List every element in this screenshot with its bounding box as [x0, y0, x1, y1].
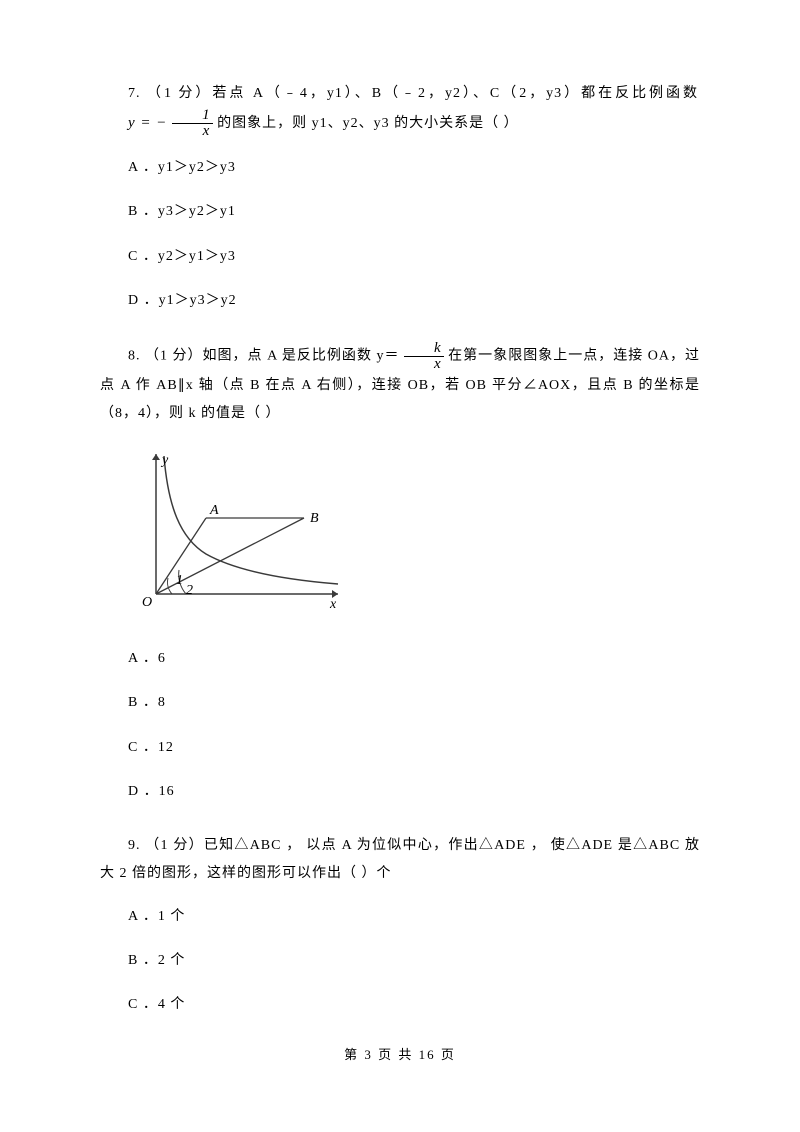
q7-eq-lhs: y =	[128, 115, 152, 131]
q9-option-a: A ．1 个	[100, 906, 700, 928]
svg-text:2: 2	[186, 583, 193, 598]
svg-text:y: y	[160, 453, 169, 468]
q7-option-b: B ．y3＞y2＞y1	[100, 201, 700, 223]
q9-option-c: C ．4 个	[100, 994, 700, 1016]
q7-suffix: 的图象上，则 y1、y2、y3 的大小关系是（ ）	[217, 116, 519, 131]
q8-prefix: 8. （1 分）如图，点 A 是反比例函数 y＝	[128, 348, 404, 363]
q8-frac-num: k	[404, 341, 444, 357]
svg-text:O: O	[142, 595, 152, 610]
q7-option-a: A ．y1＞y2＞y3	[100, 157, 700, 179]
svg-text:1: 1	[176, 573, 183, 588]
q8-frac-den: x	[404, 357, 444, 372]
question-8: 8. （1 分）如图，点 A 是反比例函数 y＝ k x 在第一象限图象上一点，…	[100, 341, 700, 804]
q8-fraction: k x	[404, 341, 444, 372]
q8-option-c: C ．12	[100, 737, 700, 759]
q9-option-b: B ．2 个	[100, 950, 700, 972]
q7-frac-num: 1	[172, 108, 213, 124]
q7-frac-den: x	[172, 124, 213, 139]
q7-option-c: C ．y2＞y1＞y3	[100, 246, 700, 268]
q8-option-a: A ．6	[100, 648, 700, 670]
q7-equation: y = − 1 x	[100, 108, 213, 139]
svg-text:A: A	[209, 503, 219, 518]
question-9: 9. （1 分）已知△ABC ， 以点 A 为位似中心，作出△ADE ， 使△A…	[100, 832, 700, 1017]
question-8-text: 8. （1 分）如图，点 A 是反比例函数 y＝ k x 在第一象限图象上一点，…	[100, 341, 700, 428]
q7-prefix: 7. （1 分）若点 A（﹣4，y1）、B（﹣2，y2）、C（2，y3）都在反比…	[128, 86, 700, 101]
q7-option-d: D ．y1＞y3＞y2	[100, 290, 700, 312]
question-7: 7. （1 分）若点 A（﹣4，y1）、B（﹣2，y2）、C（2，y3）都在反比…	[100, 80, 700, 313]
q7-eq-sign: −	[156, 115, 172, 131]
svg-text:B: B	[310, 511, 319, 526]
q8-figure: A B Oy x 12	[128, 446, 700, 624]
q7-fraction: 1 x	[172, 108, 213, 139]
q8-option-d: D ．16	[100, 781, 700, 803]
q8-svg: A B Oy x 12	[128, 446, 348, 616]
svg-text:x: x	[329, 597, 337, 612]
question-9-text: 9. （1 分）已知△ABC ， 以点 A 为位似中心，作出△ADE ， 使△A…	[100, 832, 700, 888]
question-7-text: 7. （1 分）若点 A（﹣4，y1）、B（﹣2，y2）、C（2，y3）都在反比…	[100, 80, 700, 139]
page-footer: 第 3 页 共 16 页	[100, 1045, 700, 1066]
q8-option-b: B ．8	[100, 692, 700, 714]
